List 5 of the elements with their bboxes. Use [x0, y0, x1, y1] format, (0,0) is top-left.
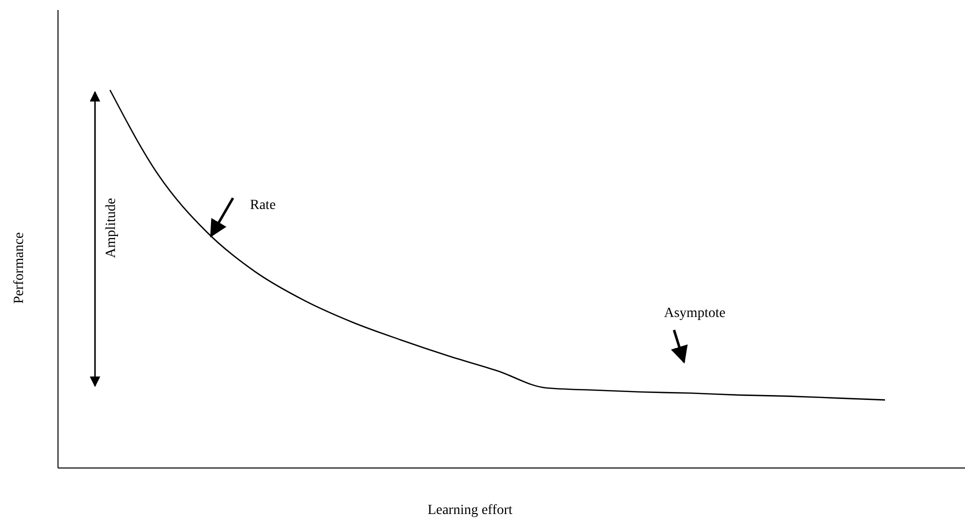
annotation: Rate: [250, 198, 276, 213]
x-axis-title: Learning effort: [428, 503, 513, 518]
y-axis-title: Performance: [12, 232, 27, 304]
annotation: Amplitude: [104, 198, 119, 258]
annotation: Asymptote: [664, 306, 726, 321]
